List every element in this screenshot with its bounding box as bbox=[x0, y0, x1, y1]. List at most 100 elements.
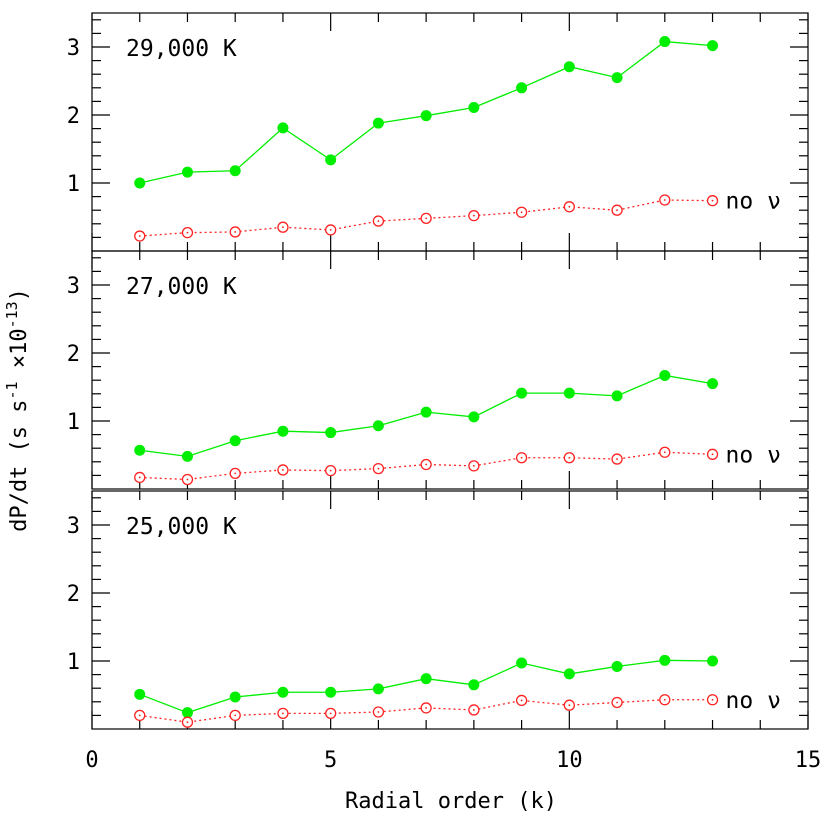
data-point-open-center bbox=[234, 714, 237, 717]
data-point-open-center bbox=[616, 458, 618, 460]
data-point-open-center bbox=[138, 476, 141, 479]
data-point-filled bbox=[659, 36, 671, 48]
data-point-open-center bbox=[186, 231, 189, 234]
y-axis-label: dP/dt (s s-1 ×10-13) bbox=[3, 288, 32, 532]
data-point-open-center bbox=[282, 226, 284, 229]
y-tick-label: 3 bbox=[67, 514, 80, 539]
x-axis-label: Radial order (k) bbox=[345, 789, 557, 814]
data-point-filled bbox=[325, 154, 337, 166]
y-tick-label: 2 bbox=[67, 342, 80, 367]
data-point-filled bbox=[277, 425, 289, 437]
y-axis-label-close: ) bbox=[7, 288, 32, 301]
data-point-filled bbox=[611, 660, 623, 672]
data-point-filled bbox=[516, 82, 528, 94]
data-point-filled bbox=[372, 117, 384, 129]
data-point-filled bbox=[277, 686, 289, 698]
y-tick-label: 1 bbox=[67, 172, 80, 197]
y-axis-label-main: dP/dt (s s bbox=[7, 399, 32, 531]
data-point-filled bbox=[277, 122, 289, 134]
data-point-open-center bbox=[186, 721, 189, 724]
y-tick-label: 1 bbox=[67, 410, 80, 435]
panel-frame bbox=[91, 250, 809, 490]
y-tick-label: 2 bbox=[67, 582, 80, 607]
panel-title: 27,000 K bbox=[126, 274, 237, 300]
data-point-open-center bbox=[282, 469, 284, 471]
data-point-filled bbox=[468, 102, 480, 114]
data-point-filled bbox=[563, 387, 575, 399]
data-point-filled bbox=[516, 387, 528, 399]
data-point-filled bbox=[563, 61, 575, 73]
data-point-open-center bbox=[663, 451, 666, 454]
x-tick-label: 10 bbox=[556, 748, 583, 773]
y-axis-label-exponent-2: -13 bbox=[3, 301, 21, 328]
data-point-open-center bbox=[616, 209, 618, 212]
panel-3: 1 2 3 25,000 K no ν bbox=[67, 490, 809, 730]
data-point-filled bbox=[659, 654, 671, 666]
data-point-open-center bbox=[568, 456, 571, 459]
data-point-filled bbox=[325, 427, 337, 439]
data-point-filled bbox=[372, 683, 384, 695]
data-point-filled bbox=[229, 165, 241, 177]
data-point-open-center bbox=[711, 698, 714, 701]
panel-1: 1 2 3 29,000 K no ν bbox=[67, 12, 809, 252]
data-point-open-center bbox=[472, 709, 475, 711]
data-point-open-center bbox=[377, 220, 380, 222]
data-point-open-center bbox=[711, 199, 714, 202]
data-point-open-center bbox=[329, 229, 332, 231]
data-point-filled bbox=[420, 406, 432, 418]
data-point-open-center bbox=[520, 211, 523, 214]
data-point-open-center bbox=[472, 464, 475, 467]
data-point-filled bbox=[611, 72, 623, 84]
x-tick-label: 15 bbox=[795, 748, 822, 773]
data-point-open-center bbox=[186, 478, 189, 481]
data-point-filled bbox=[659, 369, 671, 381]
panels: 1 2 3 29,000 K no ν 1 2 3 27,000 K no ν 1 2 3 25,000 … bbox=[67, 12, 809, 730]
data-point-filled bbox=[420, 110, 432, 122]
y-axis-label-exponent-1: -1 bbox=[3, 381, 21, 399]
data-point-filled bbox=[707, 378, 719, 390]
data-point-open-center bbox=[329, 712, 332, 715]
data-point-open-center bbox=[234, 472, 237, 475]
data-point-open-center bbox=[520, 456, 523, 459]
data-point-open-center bbox=[377, 711, 380, 713]
x-tick-label: 0 bbox=[85, 748, 98, 773]
data-point-filled bbox=[420, 673, 432, 685]
annotation-no-neutrinos: no ν bbox=[726, 442, 781, 468]
panel-2: 1 2 3 27,000 K no ν bbox=[67, 250, 809, 490]
data-point-open-center bbox=[616, 701, 618, 704]
panel-title: 25,000 K bbox=[126, 514, 237, 540]
panel-title: 29,000 K bbox=[126, 36, 237, 62]
data-point-open-center bbox=[138, 235, 141, 237]
data-point-filled bbox=[516, 657, 528, 669]
data-point-open-center bbox=[138, 714, 141, 717]
x-axis-tick-labels: 0 5 10 15 bbox=[85, 748, 821, 773]
data-point-filled bbox=[707, 40, 719, 52]
data-point-open-center bbox=[663, 698, 666, 701]
x-tick-label: 5 bbox=[324, 748, 337, 773]
data-point-filled bbox=[707, 655, 719, 667]
data-point-open-center bbox=[329, 469, 332, 472]
y-axis-label-mid: ×10 bbox=[7, 328, 32, 381]
data-point-filled bbox=[611, 390, 623, 402]
y-tick-label: 2 bbox=[67, 104, 80, 129]
data-point-open-center bbox=[663, 199, 666, 201]
data-point-open-center bbox=[711, 453, 714, 456]
data-point-filled bbox=[134, 177, 146, 189]
data-point-filled bbox=[325, 686, 337, 698]
data-point-open-center bbox=[425, 217, 428, 220]
data-point-open-center bbox=[520, 699, 523, 702]
panel-frame bbox=[91, 490, 809, 730]
data-point-open-center bbox=[425, 707, 428, 709]
data-point-open-center bbox=[282, 712, 284, 715]
data-point-filled bbox=[181, 166, 193, 178]
data-point-filled bbox=[181, 450, 193, 462]
data-point-filled bbox=[563, 668, 575, 680]
data-point-open-center bbox=[568, 704, 571, 707]
data-point-filled bbox=[229, 691, 241, 703]
data-point-open-center bbox=[425, 463, 428, 466]
y-tick-label: 1 bbox=[67, 650, 80, 675]
data-point-filled bbox=[468, 679, 480, 691]
data-point-open-center bbox=[568, 205, 571, 208]
data-point-open-center bbox=[234, 231, 237, 233]
